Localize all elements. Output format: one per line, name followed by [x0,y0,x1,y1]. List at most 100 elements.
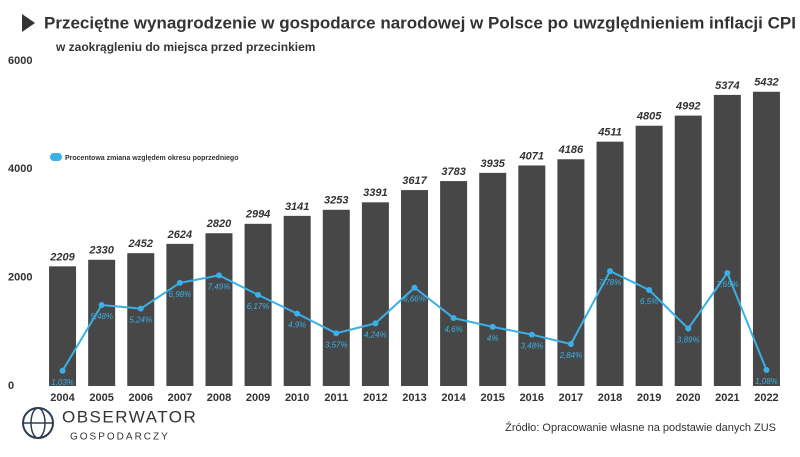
line-point [567,341,574,348]
bar-value-label: 2994 [245,209,270,221]
y-tick-label: 4000 [8,163,32,175]
line-point [176,279,183,286]
line-point [450,315,457,322]
bar-value-label: 3141 [285,201,309,213]
line-value-label: 1,08% [755,377,778,386]
x-tick-label: 2010 [285,392,309,404]
bar [713,94,741,387]
line-value-label: 6,98% [169,290,192,299]
line-point [685,325,692,332]
line-value-label: 2,84% [559,351,583,360]
x-tick-label: 2021 [715,392,739,404]
line-point [528,331,535,338]
line-point [607,268,614,275]
line-value-label: 6,66% [403,295,426,304]
bar [635,125,663,387]
bar [49,266,77,386]
x-tick-label: 2016 [520,392,544,404]
line-point [294,310,301,317]
bar-value-label: 2820 [206,218,232,230]
bar [244,223,272,386]
x-tick-label: 2006 [129,392,153,404]
line-point [59,367,66,374]
logo: OBSERWATOR GOSPODARCZY [22,407,197,443]
y-tick-label: 0 [8,380,14,392]
bar [322,209,350,386]
line-point [411,284,418,291]
bar [283,215,311,386]
bar [596,141,624,386]
x-tick-label: 2022 [754,392,778,404]
x-tick-label: 2018 [598,392,622,404]
line-value-label: 4,6% [444,325,462,334]
chart-subtitle: w zaokrągleniu do miejsca przed przecink… [55,40,315,54]
line-point [489,323,496,330]
bar-value-label: 3783 [441,166,465,178]
bar [127,253,155,386]
x-tick-label: 2009 [246,392,270,404]
x-tick-label: 2014 [441,392,466,404]
x-tick-label: 2015 [480,392,504,404]
line-point [215,272,222,279]
x-tick-label: 2011 [324,392,348,404]
bar-value-label: 5374 [715,80,739,92]
y-tick-label: 2000 [8,272,32,284]
x-tick-label: 2004 [50,392,75,404]
x-tick-label: 2019 [637,392,661,404]
bar-value-label: 3391 [363,187,387,199]
bar-value-label: 5432 [754,77,778,89]
line-value-label: 5,24% [129,316,152,325]
bar-value-label: 4186 [558,144,584,156]
bar [361,202,389,386]
x-tick-label: 2007 [168,392,192,404]
bar-value-label: 2452 [128,238,153,250]
line-point [137,305,144,312]
x-tick-label: 2020 [676,392,700,404]
line-value-label: 5,48% [90,312,113,321]
bar [166,243,194,386]
line-value-label: 3,57% [325,340,348,349]
line-point [724,269,731,276]
bar [440,181,468,386]
line-value-label: 7,65% [716,280,739,289]
bar-value-label: 3617 [402,175,427,187]
line-value-label: 3,89% [677,336,700,345]
line-value-label: 6,17% [247,302,270,311]
x-tick-label: 2005 [89,392,113,404]
bar [88,259,116,386]
bar [557,159,585,386]
bar-value-label: 3935 [480,158,505,170]
x-tick-label: 2013 [402,392,426,404]
bar-value-label: 3253 [324,195,348,207]
source: Źródło: Opracowanie własne na podstawie … [505,421,776,434]
bar-value-label: 4805 [636,111,662,123]
line-value-label: 7,49% [208,282,231,291]
bar [752,91,780,387]
bar-value-label: 2330 [88,245,114,257]
bar-value-label: 4071 [519,150,544,162]
bar-value-label: 2624 [167,229,192,241]
line-value-label: 6,5% [640,297,658,306]
y-tick-label: 6000 [8,55,32,67]
x-tick-label: 2012 [363,392,387,404]
x-tick-label: 2008 [207,392,231,404]
line-value-label: 4,24% [364,330,387,339]
bar [518,165,546,386]
bar [205,233,233,386]
line-point [763,367,770,374]
line-point [372,320,379,327]
bar-value-label: 4511 [597,127,622,139]
bar [479,172,507,386]
chart-title: Przeciętne wynagrodzenie w gospodarce na… [44,13,796,32]
line-point [255,291,262,298]
bar-value-label: 2209 [49,251,75,263]
line-value-label: 4% [487,334,499,343]
logo-name: OBSERWATOR [62,407,197,426]
title-icon [22,14,35,32]
line-value-label: 3,48% [520,342,543,351]
line-value-label: 7,78% [599,278,622,287]
logo-tagline: GOSPODARCZY [70,432,170,443]
bar-value-label: 4992 [675,101,700,113]
line-point [98,302,105,309]
